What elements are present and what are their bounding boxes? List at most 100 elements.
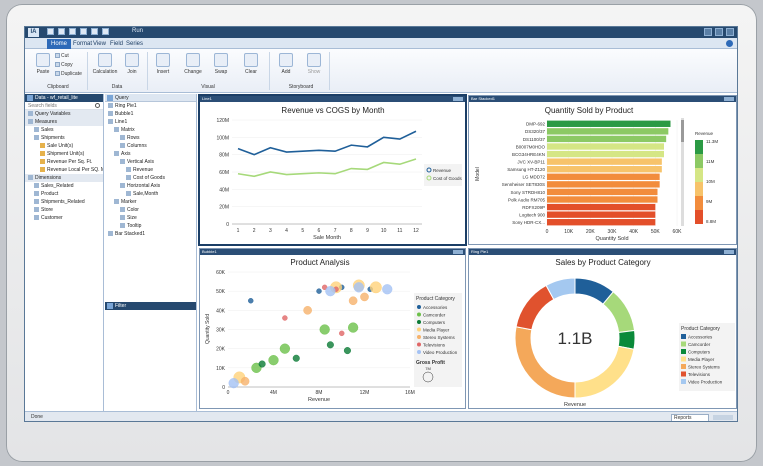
panel-controls-icon[interactable] [453, 250, 463, 254]
close-icon[interactable] [726, 28, 734, 36]
clear-button[interactable]: Clear [241, 53, 261, 75]
tree-item-label: Bubble1 [115, 111, 134, 117]
ribbon: Paste Cut Copy Duplicate Clipboard Calcu… [25, 49, 737, 93]
panel-controls-icon[interactable] [724, 97, 734, 101]
query-header[interactable]: Query [105, 94, 196, 102]
x-tick-label: 4M [270, 390, 277, 396]
paste-button[interactable]: Paste [33, 53, 53, 75]
bubble-chart: Product Analysis 0 10K 20K 30K 40K 50K 60K 0 4M 8M… [205, 258, 462, 403]
show-button[interactable]: Show [305, 53, 323, 75]
legend-gradient-step [695, 210, 703, 224]
bar [547, 219, 656, 226]
tree-item[interactable]: Shipment Unit(s) [25, 150, 103, 158]
tree-item[interactable]: Bar Stacked1 [105, 230, 196, 238]
insert-button[interactable]: Insert [153, 53, 173, 75]
tree-item[interactable]: Horizontal Axis [105, 182, 196, 190]
app-icon[interactable]: IA [28, 28, 39, 37]
tree-item[interactable]: Shipments_Related [25, 198, 103, 206]
tree-item[interactable]: Dimensions [25, 174, 103, 182]
redo-icon[interactable] [91, 28, 98, 35]
run-label[interactable]: Run [132, 28, 144, 34]
tree-item[interactable]: Sale,Month [105, 190, 196, 198]
tree-item[interactable]: Marker [105, 198, 196, 206]
tree-item[interactable]: Bubble1 [105, 110, 196, 118]
legend-tick: 11M [706, 159, 715, 164]
tree-item[interactable]: Vertical Axis [105, 158, 196, 166]
join-button[interactable]: Join [123, 53, 141, 75]
category-label: RDFX209P [522, 205, 545, 210]
tree-item[interactable]: Store [25, 206, 103, 214]
tree-item[interactable]: Rows [105, 134, 196, 142]
tree-item[interactable]: Shipments [25, 134, 103, 142]
ribbon-separator [87, 52, 88, 90]
y-tick-label: 80M [219, 153, 229, 159]
search-fields-input[interactable]: Search fields [25, 102, 103, 110]
save-icon[interactable] [69, 28, 76, 35]
undo-icon[interactable] [80, 28, 87, 35]
swap-button[interactable]: Swap [211, 53, 231, 75]
line-chart-panel[interactable]: Line1 Revenue vs COGS by Month 0 20M 40M 60M… [199, 95, 466, 245]
tab-field[interactable]: Field [110, 41, 124, 47]
copy-button[interactable]: Copy [55, 62, 73, 68]
tree-item-label: Revenue Local Per SQ. M. [47, 167, 103, 173]
tree-item[interactable]: Matrix [105, 126, 196, 134]
tree-item-label: Query Variables [35, 111, 71, 117]
tree-item[interactable]: Sales_Related [25, 182, 103, 190]
tree-item[interactable]: Color [105, 206, 196, 214]
bubble [248, 298, 254, 304]
y-tick-label: 0 [226, 222, 229, 228]
tree-item[interactable]: Sale Unit(s) [25, 142, 103, 150]
tab-series[interactable]: Series [126, 41, 144, 47]
tree-item[interactable]: Sales [25, 126, 103, 134]
tree-item[interactable]: Measures [25, 118, 103, 126]
cut-button[interactable]: Cut [55, 53, 69, 59]
tree-item[interactable]: Revenue [105, 166, 196, 174]
tree-item[interactable]: Axis [105, 150, 196, 158]
zoom-slider[interactable] [713, 415, 733, 420]
change-button[interactable]: Change [181, 53, 205, 75]
tree-item[interactable]: Tooltip [105, 222, 196, 230]
filter-bar[interactable]: Filter [105, 302, 196, 310]
legend-gradient-step [695, 168, 703, 182]
minimize-icon[interactable] [704, 28, 712, 36]
ring-caption: Revenue [564, 402, 586, 408]
search-icon[interactable] [95, 103, 100, 108]
x-axis-label: Sale Month [313, 235, 341, 241]
legend-swatch [681, 349, 686, 354]
open-icon[interactable] [58, 28, 65, 35]
tree-item[interactable]: Product [25, 190, 103, 198]
panel-controls-icon[interactable] [453, 97, 463, 101]
ring-chart-panel[interactable]: Ring Pie1 Sales by Product Category 1.1B R… [468, 248, 737, 409]
ring-pie-chart: Sales by Product Category 1.1B Revenue Prod… [514, 258, 735, 408]
tree-item[interactable]: Ring Pie1 [105, 102, 196, 110]
tree-item[interactable]: Customer [25, 214, 103, 222]
tree-item[interactable]: Size [105, 214, 196, 222]
tree-item[interactable]: Query Variables [25, 110, 103, 118]
tree-item[interactable]: Columns [105, 142, 196, 150]
x-tick-label: 1 [237, 228, 240, 234]
tab-view[interactable]: View [93, 41, 106, 47]
add-button[interactable]: Add [277, 53, 295, 75]
measure-icon [40, 151, 45, 157]
legend-label: Accessories [423, 305, 448, 310]
folder-icon [126, 175, 131, 181]
tree-item-label: Product [41, 191, 59, 197]
maximize-icon[interactable] [715, 28, 723, 36]
reports-dropdown[interactable]: Reports [671, 414, 709, 421]
bubble-chart-panel[interactable]: Bubble1 Product Analysis 0 10K 20K 30K 40K 50K… [199, 248, 466, 409]
tree-item[interactable]: Revenue Per Sq. Ft. [25, 158, 103, 166]
new-icon[interactable] [47, 28, 54, 35]
tree-item[interactable]: Revenue Local Per SQ. M. [25, 166, 103, 174]
tab-format[interactable]: Format [73, 41, 93, 47]
panel-controls-icon[interactable] [724, 250, 734, 254]
legend-swatch [681, 341, 686, 347]
tab-home[interactable]: Home [47, 39, 72, 49]
tree-item[interactable]: Line1 [105, 118, 196, 126]
duplicate-button[interactable]: Duplicate [55, 71, 82, 77]
bar-chart-panel[interactable]: Bar Stacked1 Quantity Sold by Product 0 10… [468, 95, 737, 245]
run-icon[interactable] [102, 28, 109, 35]
calculation-button[interactable]: Calculation [91, 53, 119, 75]
tree-item[interactable]: Cost of Goods [105, 174, 196, 182]
help-icon[interactable] [726, 40, 733, 47]
bar [547, 120, 671, 127]
